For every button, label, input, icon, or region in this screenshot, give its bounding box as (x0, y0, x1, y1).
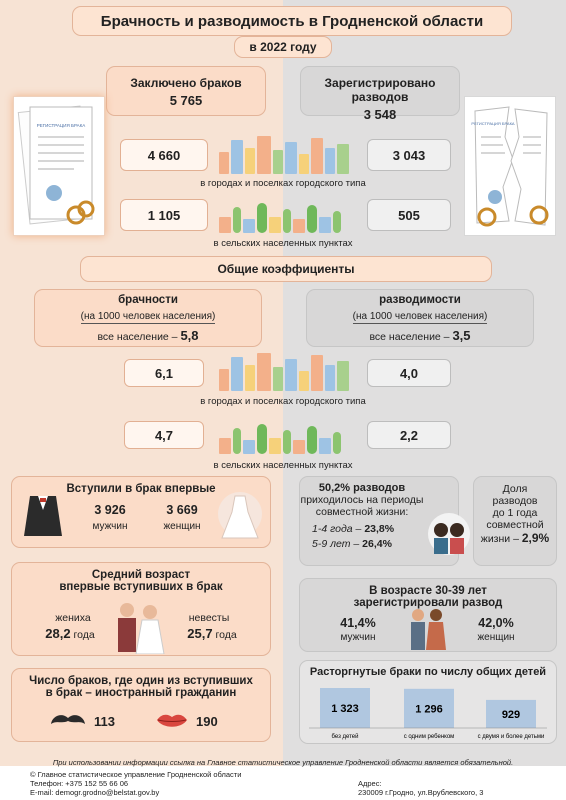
urban-caption-2: в городах и поселках городского типа (200, 396, 366, 407)
foreign-title-2: в брак – иностранный гражданин (45, 687, 237, 699)
marriage-rate-title: брачности (118, 294, 178, 306)
marriage-rate-all: все население – 5,8 (97, 328, 199, 343)
short-line2: разводов (492, 495, 538, 507)
svg-text:РЕГИСТРАЦИЯ БРАКА: РЕГИСТРАЦИЯ БРАКА (471, 121, 515, 126)
city-buildings-icon-2 (219, 351, 351, 391)
short-line4: совместной (486, 519, 544, 531)
short-line3: до 1 года (492, 507, 538, 519)
footer-org: © Главное статистическое управление Грод… (30, 770, 242, 779)
periods-box: 50,2% разводов приходилось на периоды со… (299, 476, 459, 566)
page-title: Брачность и разводимость в Гродненской о… (100, 13, 484, 30)
marriages-rural-value: 1 105 (120, 199, 208, 231)
short-box: Доля разводов до 1 года совместной жизни… (473, 476, 557, 566)
first-women-value: 3 669 (166, 503, 198, 517)
village-icon-2 (219, 418, 351, 454)
periods-line3: совместной жизни: (315, 506, 409, 518)
footer-address: 230009 г.Гродно, ул.Врублевского, 3 (358, 788, 484, 797)
rural-caption-2: в сельских населенных пунктах (213, 460, 353, 471)
marriage-rate-box: брачности (на 1000 человек населения) вс… (34, 289, 262, 347)
bar-2 (486, 699, 536, 728)
footer-address-label: Адрес: (358, 779, 382, 788)
divorces-value: 3 548 (363, 107, 397, 122)
bar-value-label-1: 1 296 (415, 703, 443, 715)
divorce-rate-box: разводимости (на 1000 человек населения)… (306, 289, 534, 347)
bride-label: невесты (188, 612, 230, 624)
groom-suit-icon (24, 496, 62, 536)
couple-icon (118, 603, 165, 654)
footer-note: При использовании информации ссылка на Г… (52, 758, 514, 767)
bar-value-label-0: 1 323 (331, 703, 359, 715)
footer-email[interactable]: E-mail: demogr.grodno@belstat.gov.by (30, 788, 160, 797)
children-bar-chart: 1 323 без детей 1 296 с одним ребенком 929 с … (309, 688, 547, 740)
periods-p1: 1-4 года – 23,8% (312, 523, 395, 535)
avg-age-title-1: Средний возраст (91, 569, 191, 581)
divorces-label: Зарегистрировано разводов (324, 76, 436, 104)
chart-title: Расторгнутые браки по числу общих детей (309, 666, 547, 678)
age30-women-value: 42,0% (478, 616, 514, 630)
lips-icon (157, 714, 187, 727)
title-box: Брачность и разводимость в Гродненской о… (72, 6, 512, 36)
category-label-2: с двумя и более детьми (478, 734, 545, 740)
divorce-rate-unit: (на 1000 человек населения) (352, 311, 488, 324)
first-marriage-title: Вступили в брак впервые (66, 483, 216, 495)
age30-men-value: 41,4% (340, 616, 376, 630)
bar-1 (404, 688, 454, 728)
avg-age-title-2: впервые вступивших в брак (59, 581, 223, 593)
divorce-rate-title: разводимости (379, 294, 461, 306)
bar-0 (320, 688, 370, 728)
foreign-box: Число браков, где один из вступивших в б… (11, 668, 271, 742)
foreign-title-1: Число браков, где один из вступивших (29, 675, 253, 687)
general-title-box: Общие коэффициенты (80, 256, 492, 282)
marriage-rate-rural: 4,7 (124, 421, 204, 449)
short-line1: Доля (502, 483, 528, 495)
mustache-icon (51, 715, 85, 724)
bar-value-label-2: 929 (502, 709, 520, 721)
marriage-rate-unit: (на 1000 человек населения) (80, 311, 216, 324)
marriages-label: Заключено браков (130, 76, 242, 90)
marriages-box: Заключено браков 5 765 (106, 66, 266, 116)
category-label-0: без детей (332, 733, 359, 740)
divorce-rate-rural: 2,2 (367, 421, 451, 449)
marriages-value: 5 765 (169, 93, 203, 108)
age30-title-1: В возрасте 30-39 лет (369, 585, 487, 597)
divorces-rural-value: 505 (367, 199, 451, 231)
divorce-rate-urban: 4,0 (367, 359, 451, 387)
divorce-certificate-icon: РЕГИСТРАЦИЯ БРАКА (464, 96, 556, 236)
first-women-label: женщин (163, 521, 201, 532)
city-buildings-icon (219, 134, 351, 174)
village-icon (219, 197, 351, 233)
wedding-dress-icon (218, 492, 262, 539)
first-men-label: мужчин (92, 521, 128, 532)
rural-caption: в сельских населенных пунктах (213, 238, 353, 249)
divorces-box: Зарегистрировано разводов 3 548 (300, 66, 460, 122)
age30-women-label: женщин (477, 632, 515, 643)
divorce-rate-all: все население – 3,5 (369, 328, 471, 343)
age30-men-label: мужчин (340, 632, 376, 643)
marriage-certificate-icon: РЕГИСТРАЦИЯ БРАКА (13, 96, 105, 236)
short-line5: жизни – 2,9% (480, 531, 550, 545)
man-woman-icon (411, 609, 446, 650)
periods-line2: приходилось на периоды (300, 494, 424, 506)
periods-line1: 50,2% разводов (318, 482, 406, 494)
year-label: в 2022 году (249, 40, 317, 54)
svg-text:РЕГИСТРАЦИЯ БРАКА: РЕГИСТРАЦИЯ БРАКА (37, 123, 86, 128)
periods-p2: 5-9 лет – 26,4% (312, 538, 392, 550)
year-box: в 2022 году (234, 36, 332, 58)
marriages-urban-value: 4 660 (120, 139, 208, 171)
general-title: Общие коэффициенты (217, 262, 355, 276)
category-label-1: с одним ребенком (404, 734, 455, 740)
age30-title-2: зарегистрировали развод (353, 597, 503, 609)
foreign-men-value: 113 (94, 714, 115, 729)
foreign-women-value: 190 (196, 714, 218, 729)
groom-label: жениха (55, 612, 91, 624)
divorces-urban-value: 3 043 (367, 139, 451, 171)
groom-age: 28,2 года (45, 626, 95, 641)
arguing-couple-icon (428, 513, 470, 555)
footer-phone: Телефон: +375 152 55 66 06 (30, 779, 129, 788)
urban-caption: в городах и поселках городского типа (200, 178, 366, 189)
bride-age: 25,7 года (187, 626, 237, 641)
first-men-value: 3 926 (94, 503, 126, 517)
marriage-rate-urban: 6,1 (124, 359, 204, 387)
